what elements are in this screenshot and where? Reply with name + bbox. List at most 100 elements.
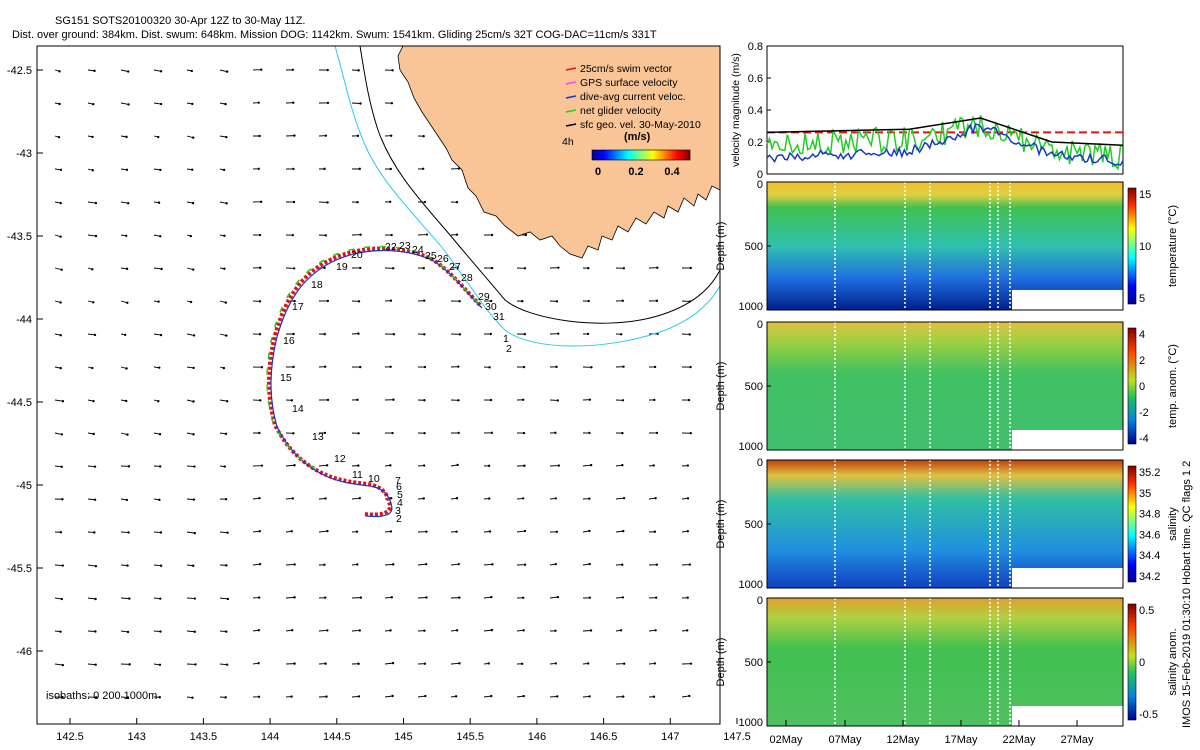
velocity-arrow-head <box>455 233 459 236</box>
velocity-arrow-head <box>293 464 296 467</box>
colorbar-tick-label: 4 <box>1139 329 1145 341</box>
velocity-arrow-head <box>292 332 295 336</box>
map-x-tick-label: 142.5 <box>56 731 84 743</box>
velocity-arrow-head <box>259 399 262 402</box>
velocity-arrow-head <box>91 366 94 370</box>
colorbar-label: salinity <box>1167 507 1179 541</box>
velocity-arrow-head <box>522 431 526 435</box>
velocity-y-axis: 0 0.2 0.4 0.6 0.8 <box>748 41 771 181</box>
velocity-arrow-head <box>523 563 527 566</box>
map-y-axis: -42.5 -43 -43.5 -44 -44.5 -45 -45.5 -46 <box>7 65 43 658</box>
velocity-arrow <box>417 695 426 698</box>
velocity-arrow-head <box>260 366 264 369</box>
velocity-arrow-head <box>619 629 623 632</box>
velocity-arrow-head <box>189 300 193 304</box>
velocity-arrow-head <box>57 135 61 139</box>
velocity-arrow-head <box>258 134 261 138</box>
velocity-arrow <box>219 597 228 600</box>
velocity-arrow-head <box>622 695 625 698</box>
legend-item-net: net glider velocity <box>580 105 662 117</box>
velocity-arrow <box>351 497 360 500</box>
velocity-arrow-head <box>94 564 98 568</box>
velocity-arrow-head <box>258 233 262 237</box>
velocity-arrow-head <box>225 663 229 666</box>
day-label: 26 <box>437 253 449 265</box>
day-label: 14 <box>292 403 304 415</box>
section-no-data <box>1012 568 1123 588</box>
glider-track-green <box>266 245 479 471</box>
section-y-tick-label: 0 <box>757 319 763 331</box>
velocity-arrow-head <box>60 465 63 469</box>
velocity-arrow-head <box>257 695 261 699</box>
velocity-arrow <box>87 201 96 204</box>
velocity-arrow-head <box>621 431 624 435</box>
velocity-arrow-head <box>92 432 95 436</box>
velocity-arrow-head <box>225 334 228 337</box>
section-field <box>767 322 1123 450</box>
velocity-arrow-head <box>455 497 459 500</box>
velocity-arrow-head <box>191 696 194 699</box>
velocity-arrow-head <box>490 233 494 237</box>
velocity-arrow-head <box>157 201 161 204</box>
velocity-arrow-head <box>622 529 625 533</box>
velocity-arrow-head <box>224 432 228 436</box>
map-y-tick-label: -42.5 <box>7 65 32 77</box>
velocity-arrow-head <box>190 168 194 171</box>
map-x-axis: 142.5 143 143.5 144 144.5 145 145.5 146 146.5 147… <box>56 718 751 743</box>
velocity-arrow-head <box>226 597 230 601</box>
velocity-arrow-head <box>489 398 493 402</box>
velocity-arrow-head <box>260 464 264 467</box>
day-label: 4 <box>397 497 403 509</box>
day-label: 10 <box>368 473 380 485</box>
velocity-arrow-head <box>653 530 657 533</box>
velocity-arrow <box>285 464 295 467</box>
velocity-arrow-head <box>94 201 98 205</box>
velocity-arrow-head <box>392 563 395 566</box>
velocity-arrow-head <box>359 233 362 236</box>
velocity-y-tick-label: 0.6 <box>748 73 763 85</box>
velocity-arrow-head <box>224 696 227 699</box>
velocity-arrow <box>120 69 129 72</box>
velocity-ylabel: velocity magnitude (m/s) <box>730 53 742 167</box>
velocity-arrow-head <box>390 497 393 500</box>
velocity-arrow-head <box>325 464 329 467</box>
time-tick-label: 27May <box>1060 734 1094 746</box>
velocity-arrow-head <box>357 695 361 698</box>
velocity-arrow-head <box>586 332 590 336</box>
velocity-arrow <box>87 630 96 632</box>
velocity-arrow-head <box>653 365 657 369</box>
velocity-arrow-head <box>257 167 260 171</box>
section-y-tick-label: 0 <box>757 179 763 191</box>
velocity-arrow-head <box>193 531 196 535</box>
time-tick-label: 22May <box>1002 734 1036 746</box>
velocity-arrow-head <box>588 398 592 401</box>
velocity-y-tick-label: 0 <box>757 169 763 181</box>
velocity-arrow-head <box>588 529 591 533</box>
velocity-arrow-head <box>455 200 459 204</box>
day-label: 24 <box>412 244 424 256</box>
velocity-arrow-head <box>686 629 689 632</box>
velocity-arrow-head <box>590 366 593 369</box>
velocity-arrow-head <box>92 301 95 304</box>
title-line-1: SG151 SOTS20100320 30-Apr 12Z to 30-May … <box>55 15 306 27</box>
day-label: 1 <box>503 333 509 345</box>
day-label: 29 <box>478 291 490 303</box>
velocity-arrow-head <box>554 629 557 632</box>
velocity-arrow-head <box>589 463 593 467</box>
velocity-arrow-head <box>257 101 260 104</box>
isobaths-label: isobaths: 0 200 1000m <box>46 690 157 702</box>
day-label: 18 <box>311 279 323 291</box>
velocity-arrow-head <box>159 235 162 238</box>
velocity-arrow-head <box>458 596 461 599</box>
velocity-arrow-head <box>59 168 63 172</box>
velocity-arrow-head <box>424 562 428 566</box>
day-label: 20 <box>351 249 363 261</box>
map-y-tick-label: -44 <box>16 314 32 326</box>
velocity-arrow-head <box>688 563 691 566</box>
velocity-arrow-head <box>158 465 162 468</box>
velocity-arrow-head <box>59 235 62 238</box>
velocity-arrow-head <box>159 168 162 172</box>
day-label: 17 <box>292 301 304 313</box>
velocity-arrow-head <box>358 167 361 171</box>
